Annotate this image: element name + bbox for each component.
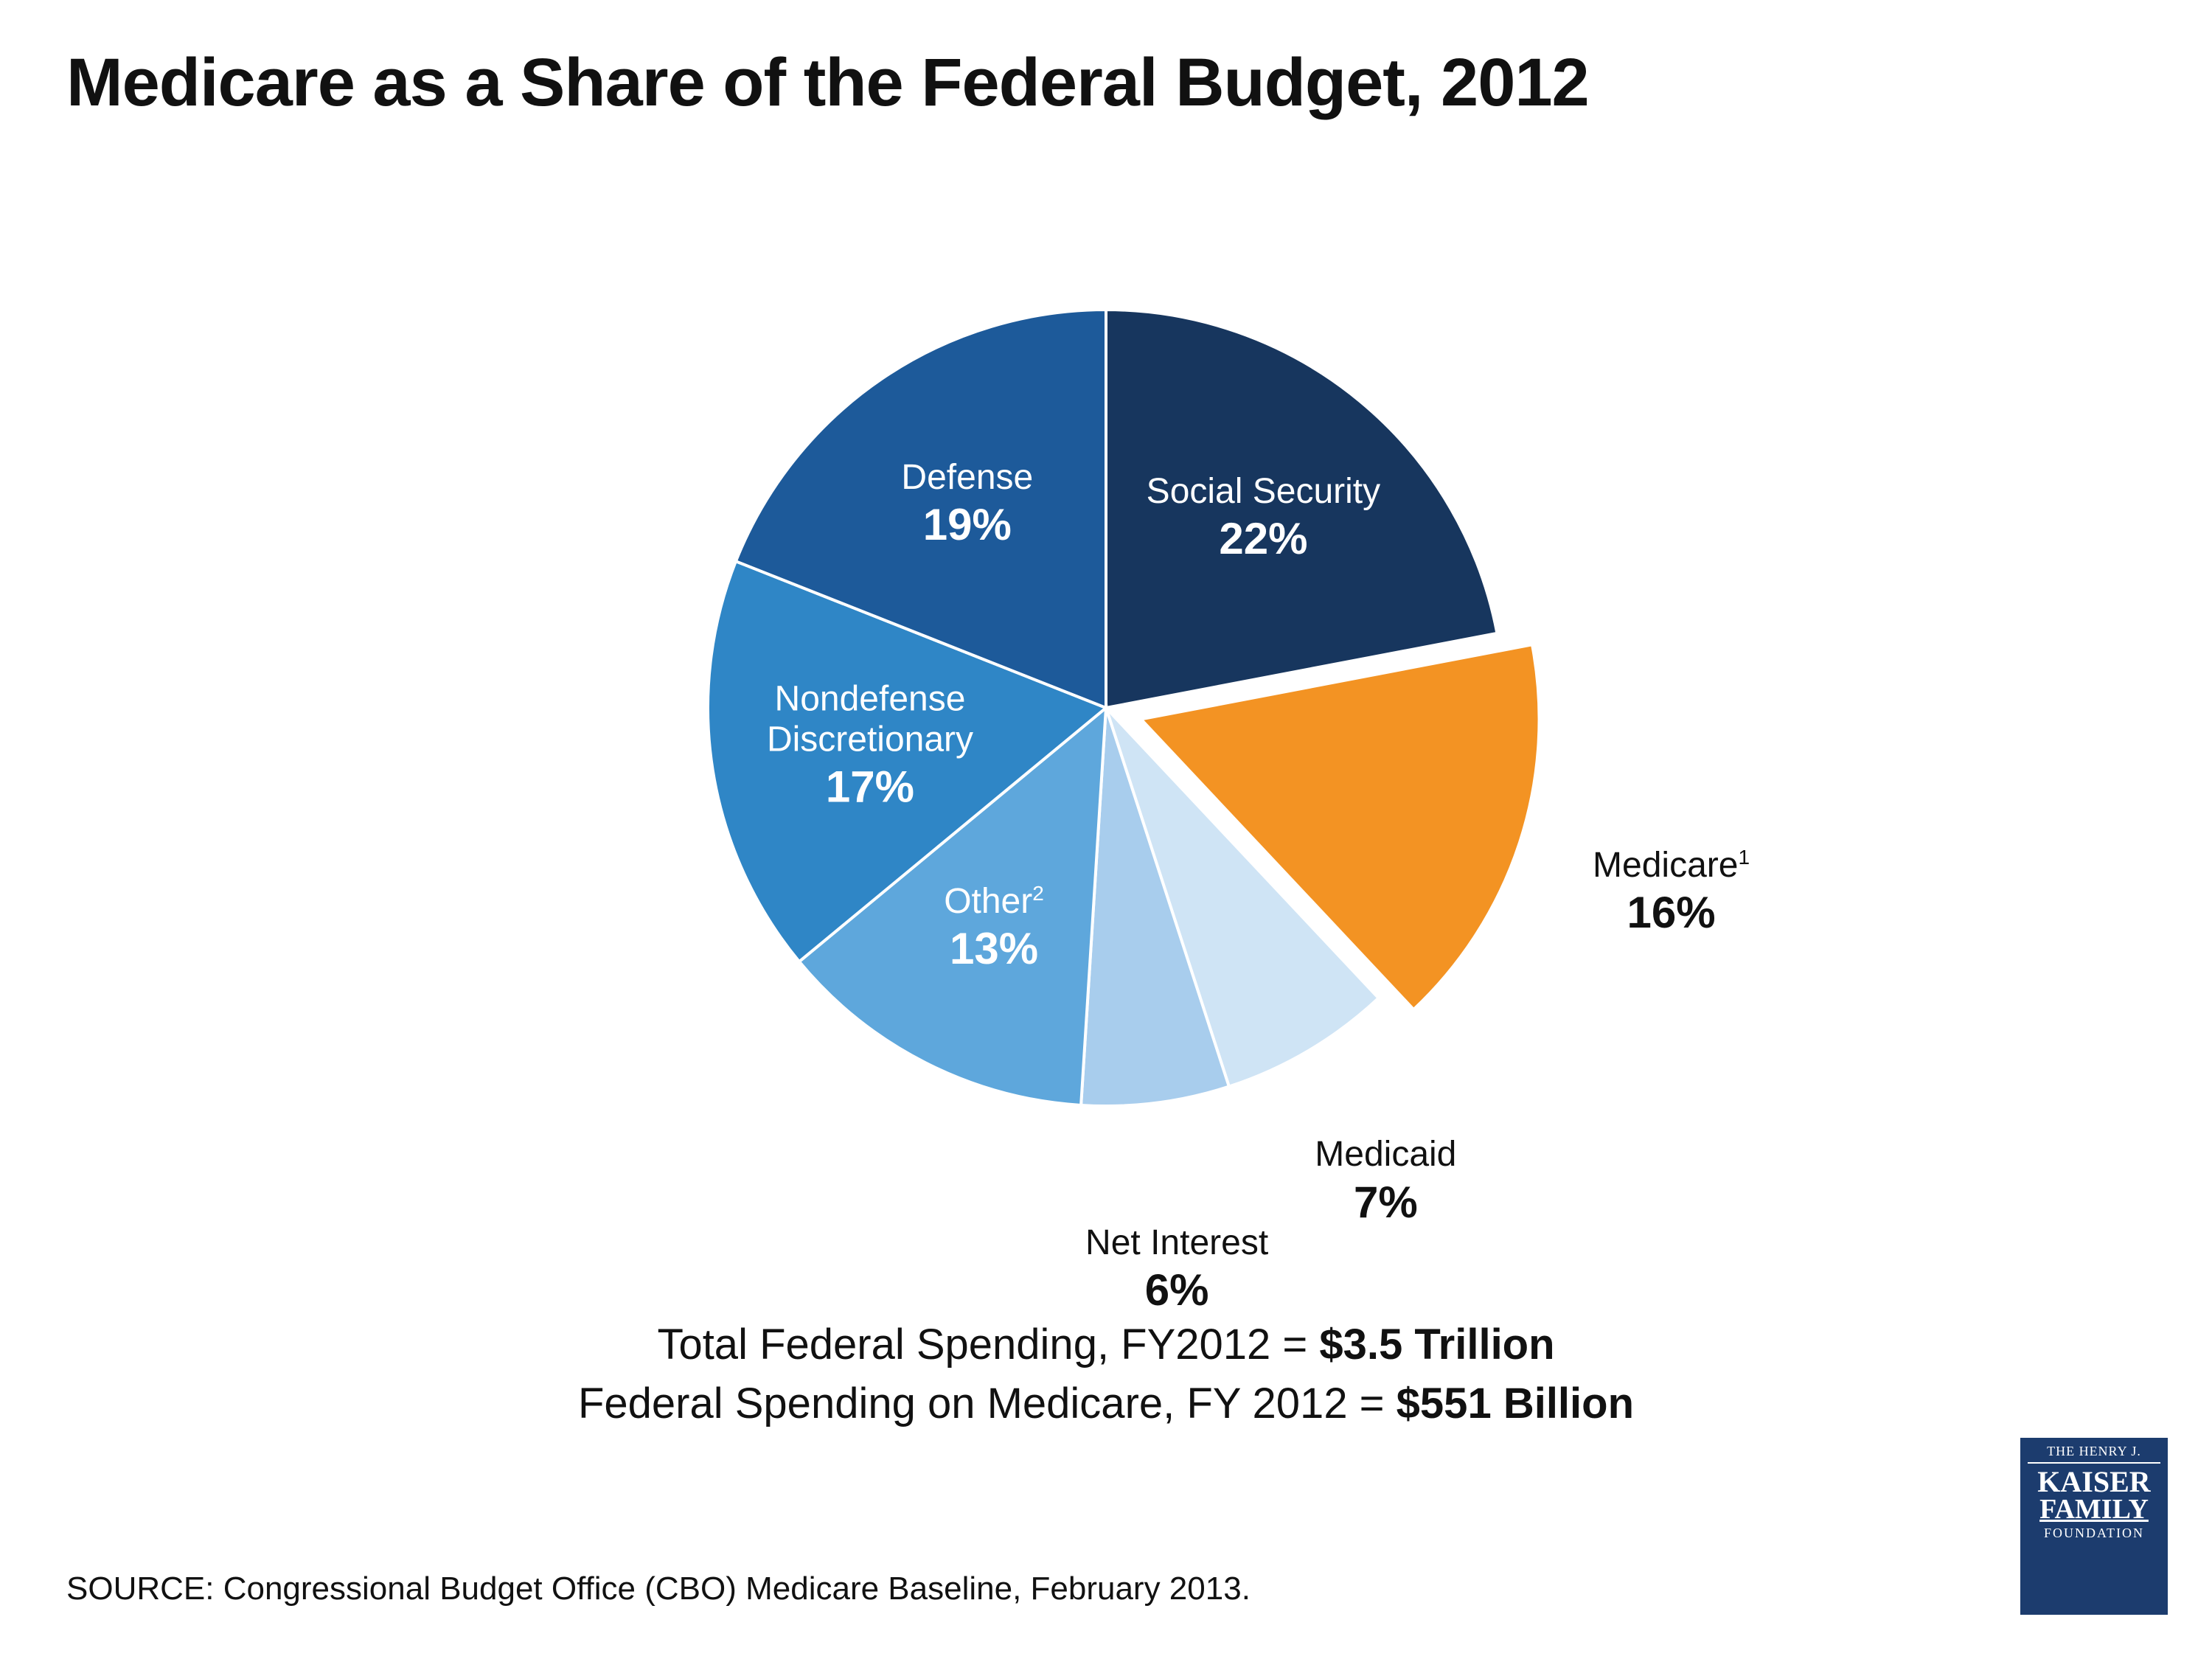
caption-2-prefix: Federal Spending on Medicare, FY 2012 = bbox=[578, 1380, 1397, 1427]
slice-label: Medicare116% bbox=[1593, 845, 1750, 938]
caption-1-prefix: Total Federal Spending, FY2012 = bbox=[657, 1321, 1319, 1368]
caption-line-1: Total Federal Spending, FY2012 = $3.5 Tr… bbox=[0, 1320, 2212, 1369]
logo-bottom: FOUNDATION bbox=[2020, 1526, 2168, 1541]
caption-1-value: $3.5 Trillion bbox=[1319, 1321, 1554, 1368]
kaiser-logo: THE HENRY J. KAISER FAMILY FOUNDATION bbox=[2020, 1438, 2168, 1615]
logo-top: THE HENRY J. bbox=[2028, 1444, 2160, 1464]
pie-chart: Social Security22% Medicare116% Medicaid7%… bbox=[0, 192, 2212, 1224]
slice-label: Net Interest6% bbox=[1085, 1222, 1268, 1315]
page-title: Medicare as a Share of the Federal Budge… bbox=[66, 44, 1589, 122]
slice-label: Defense19% bbox=[901, 457, 1033, 550]
slice-label: NondefenseDiscretionary17% bbox=[767, 678, 973, 812]
caption-2-value: $551 Billion bbox=[1397, 1380, 1634, 1427]
slice-label: Other213% bbox=[944, 881, 1044, 974]
slice-label: Medicaid7% bbox=[1315, 1134, 1456, 1227]
source-text: SOURCE: Congressional Budget Office (CBO… bbox=[66, 1571, 1251, 1607]
logo-line-1: KAISER bbox=[2020, 1468, 2168, 1496]
caption-line-2: Federal Spending on Medicare, FY 2012 = … bbox=[0, 1379, 2212, 1428]
slice-label: Social Security22% bbox=[1147, 471, 1380, 564]
logo-line-2: FAMILY bbox=[2020, 1496, 2168, 1523]
